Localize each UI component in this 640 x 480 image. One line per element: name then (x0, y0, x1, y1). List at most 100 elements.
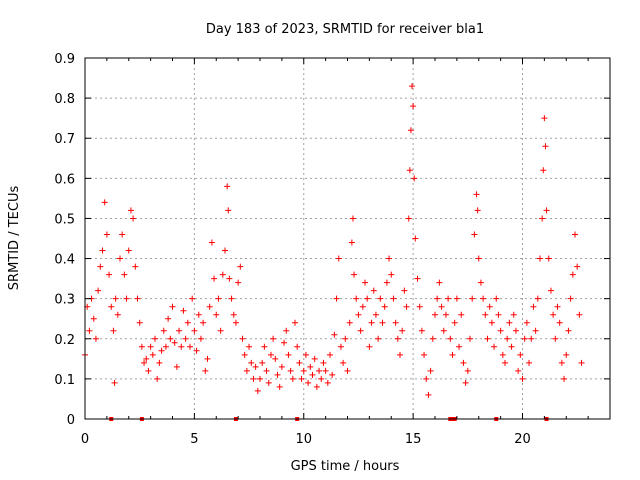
data-point (370, 287, 377, 294)
data-point (250, 375, 257, 382)
data-point (305, 379, 312, 386)
data-point (225, 207, 232, 214)
data-point (482, 311, 489, 318)
data-point (248, 359, 255, 366)
data-point (313, 383, 320, 390)
data-point (307, 363, 314, 370)
data-point (121, 271, 128, 278)
data-point (357, 327, 364, 334)
data-point (442, 311, 449, 318)
data-point (414, 275, 421, 282)
data-point (567, 295, 574, 302)
data-point (228, 295, 235, 302)
data-point (512, 327, 519, 334)
data-point (449, 351, 456, 358)
data-point (224, 183, 231, 190)
data-point (421, 351, 428, 358)
y-tick-label: 0.6 (54, 172, 75, 187)
data-point (254, 387, 261, 394)
data-point (147, 343, 154, 350)
data-point (445, 295, 452, 302)
data-point (110, 327, 117, 334)
data-point (189, 295, 196, 302)
data-point (320, 359, 327, 366)
data-points (82, 83, 585, 398)
data-point (399, 327, 406, 334)
y-axis-label: SRMTID / TECUs (7, 186, 22, 291)
data-point (127, 207, 134, 214)
data-point (281, 339, 288, 346)
data-point (558, 359, 565, 366)
data-point (169, 303, 176, 310)
data-point (497, 327, 504, 334)
data-point (349, 215, 356, 222)
data-point (517, 351, 524, 358)
data-point (158, 347, 165, 354)
data-point (543, 207, 550, 214)
data-point (438, 303, 445, 310)
data-point (119, 231, 126, 238)
data-point (488, 319, 495, 326)
data-point (302, 351, 309, 358)
x-axis-label: GPS time / hours (291, 459, 400, 474)
data-point (532, 327, 539, 334)
data-point (484, 335, 491, 342)
x-tick-label: 10 (295, 432, 312, 447)
data-point (537, 255, 543, 262)
data-point (103, 231, 110, 238)
data-point (388, 271, 395, 278)
data-point (379, 319, 386, 326)
data-point (252, 363, 259, 370)
data-point (434, 295, 441, 302)
data-point (540, 167, 547, 174)
data-point (495, 311, 502, 318)
data-point (112, 295, 119, 302)
data-point (265, 379, 272, 386)
data-point (165, 315, 172, 322)
data-point (298, 375, 305, 382)
data-point (331, 331, 338, 338)
data-point (563, 351, 570, 358)
data-point (394, 335, 401, 342)
data-point (447, 335, 454, 342)
data-point (276, 383, 283, 390)
data-point (397, 351, 403, 358)
data-point (475, 255, 482, 262)
data-point (230, 311, 237, 318)
data-point (226, 275, 233, 282)
data-point (528, 335, 535, 342)
data-point (406, 167, 413, 174)
data-point (187, 343, 193, 350)
data-point (506, 319, 513, 326)
data-point (547, 287, 554, 294)
data-point (515, 367, 522, 374)
data-point (257, 375, 263, 382)
data-point (272, 355, 279, 362)
data-point (480, 295, 487, 302)
data-point (565, 327, 572, 334)
data-point (246, 343, 253, 350)
data-point (318, 375, 325, 382)
data-point (145, 367, 152, 374)
data-point (171, 339, 178, 346)
data-point (263, 367, 270, 374)
data-point (213, 311, 220, 318)
data-point (141, 359, 148, 366)
data-point (149, 351, 156, 358)
data-point (267, 351, 274, 358)
data-point (556, 319, 563, 326)
data-point (191, 327, 198, 334)
data-point (530, 303, 537, 310)
data-point (348, 239, 355, 246)
data-point (491, 343, 498, 350)
data-point (362, 279, 368, 286)
data-point (219, 271, 226, 278)
gridlines (85, 58, 610, 419)
data-point (504, 335, 511, 342)
data-point (550, 311, 557, 318)
data-point (278, 363, 285, 370)
data-point (469, 295, 476, 302)
data-point (534, 295, 541, 302)
data-point (176, 327, 183, 334)
data-point (173, 363, 180, 370)
